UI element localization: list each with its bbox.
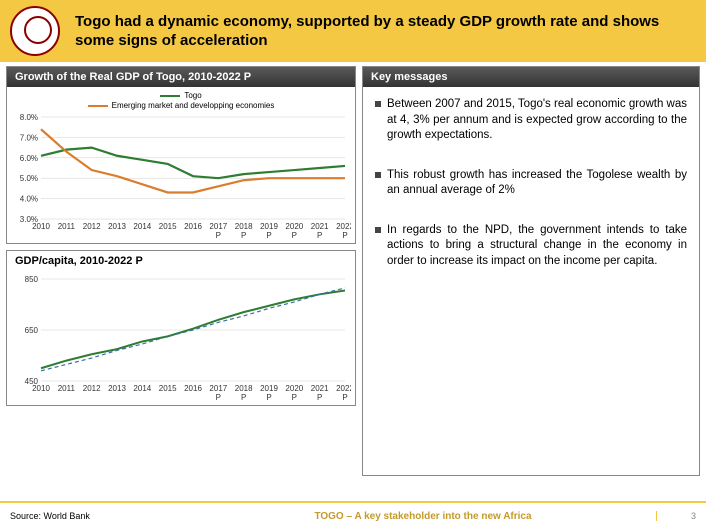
legend-row-togo: Togo — [160, 91, 201, 100]
header-bar: Togo had a dynamic economy, supported by… — [0, 0, 706, 62]
svg-text:2012: 2012 — [83, 384, 101, 393]
bullet-icon — [375, 101, 381, 107]
svg-text:2022: 2022 — [336, 384, 351, 393]
svg-text:2013: 2013 — [108, 222, 126, 231]
chart2-title: GDP/capita, 2010-2022 P — [7, 251, 355, 271]
svg-text:650: 650 — [25, 326, 39, 335]
svg-text:P: P — [266, 231, 271, 240]
svg-text:2019: 2019 — [260, 222, 278, 231]
legend-label-togo: Togo — [184, 91, 201, 100]
key-item: Between 2007 and 2015, Togo's real econo… — [375, 97, 687, 168]
svg-text:2011: 2011 — [58, 384, 76, 393]
chart1-panel: Growth of the Real GDP of Togo, 2010-202… — [6, 66, 356, 244]
svg-text:P: P — [317, 393, 322, 402]
svg-text:P: P — [317, 231, 322, 240]
svg-text:2021: 2021 — [311, 222, 329, 231]
legend-line-togo — [160, 95, 180, 97]
chart1-svg: 3.0%4.0%5.0%6.0%7.0%8.0%2010201120122013… — [11, 113, 351, 241]
chart1-legend: Togo Emerging market and developping eco… — [11, 91, 351, 111]
svg-text:2019: 2019 — [260, 384, 278, 393]
svg-text:P: P — [342, 393, 347, 402]
svg-text:P: P — [241, 231, 246, 240]
svg-text:2018: 2018 — [235, 222, 253, 231]
svg-text:5.0%: 5.0% — [20, 174, 38, 183]
svg-text:8.0%: 8.0% — [20, 113, 38, 122]
svg-text:2017: 2017 — [209, 222, 227, 231]
svg-text:2013: 2013 — [108, 384, 126, 393]
key-item: In regards to the NPD, the government in… — [375, 223, 687, 294]
svg-text:2014: 2014 — [133, 222, 151, 231]
chart1-title: Growth of the Real GDP of Togo, 2010-202… — [7, 67, 355, 87]
chart2-panel: GDP/capita, 2010-2022 P 4506508502010201… — [6, 250, 356, 406]
svg-text:P: P — [266, 393, 271, 402]
svg-text:2018: 2018 — [235, 384, 253, 393]
svg-text:P: P — [216, 231, 221, 240]
legend-label-em: Emerging market and developping economie… — [112, 101, 275, 110]
svg-text:P: P — [292, 231, 297, 240]
legend-line-em — [88, 105, 108, 107]
svg-text:2012: 2012 — [83, 222, 101, 231]
footer-source: Source: World Bank — [10, 511, 190, 521]
chart2-box: 4506508502010201120122013201420152016201… — [7, 271, 355, 405]
togo-emblem-logo — [10, 6, 60, 56]
svg-text:2015: 2015 — [159, 384, 177, 393]
legend-row-em: Emerging market and developping economie… — [88, 101, 275, 110]
svg-text:2017: 2017 — [209, 384, 227, 393]
svg-text:2022: 2022 — [336, 222, 351, 231]
footer-page: 3 — [656, 511, 696, 521]
svg-text:4.0%: 4.0% — [20, 195, 38, 204]
svg-text:2010: 2010 — [32, 384, 50, 393]
svg-text:2011: 2011 — [58, 222, 76, 231]
svg-text:850: 850 — [25, 275, 39, 284]
bullet-icon — [375, 172, 381, 178]
svg-text:P: P — [216, 393, 221, 402]
svg-text:7.0%: 7.0% — [20, 133, 38, 142]
svg-text:2020: 2020 — [285, 222, 303, 231]
key-item: This robust growth has increased the Tog… — [375, 168, 687, 223]
svg-text:2015: 2015 — [159, 222, 177, 231]
svg-text:2021: 2021 — [311, 384, 329, 393]
content-area: Growth of the Real GDP of Togo, 2010-202… — [0, 62, 706, 482]
bullet-icon — [375, 227, 381, 233]
key-messages-body: Between 2007 and 2015, Togo's real econo… — [363, 87, 699, 303]
svg-text:2016: 2016 — [184, 384, 202, 393]
svg-text:P: P — [342, 231, 347, 240]
left-column: Growth of the Real GDP of Togo, 2010-202… — [6, 66, 356, 482]
footer: Source: World Bank TOGO – A key stakehol… — [0, 501, 706, 529]
svg-text:2014: 2014 — [133, 384, 151, 393]
svg-text:2016: 2016 — [184, 222, 202, 231]
svg-text:P: P — [292, 393, 297, 402]
page-title: Togo had a dynamic economy, supported by… — [75, 12, 696, 51]
svg-text:2020: 2020 — [285, 384, 303, 393]
svg-text:6.0%: 6.0% — [20, 154, 38, 163]
footer-tagline: TOGO – A key stakeholder into the new Af… — [190, 511, 656, 522]
chart2-svg: 4506508502010201120122013201420152016201… — [11, 275, 351, 403]
key-text: In regards to the NPD, the government in… — [387, 223, 687, 270]
right-column: Key messages Between 2007 and 2015, Togo… — [362, 66, 700, 482]
svg-text:P: P — [241, 393, 246, 402]
key-messages-panel: Key messages Between 2007 and 2015, Togo… — [362, 66, 700, 476]
svg-text:2010: 2010 — [32, 222, 50, 231]
key-text: Between 2007 and 2015, Togo's real econo… — [387, 97, 687, 144]
key-messages-title: Key messages — [363, 67, 699, 87]
chart1-box: Togo Emerging market and developping eco… — [7, 87, 355, 243]
key-text: This robust growth has increased the Tog… — [387, 168, 687, 199]
